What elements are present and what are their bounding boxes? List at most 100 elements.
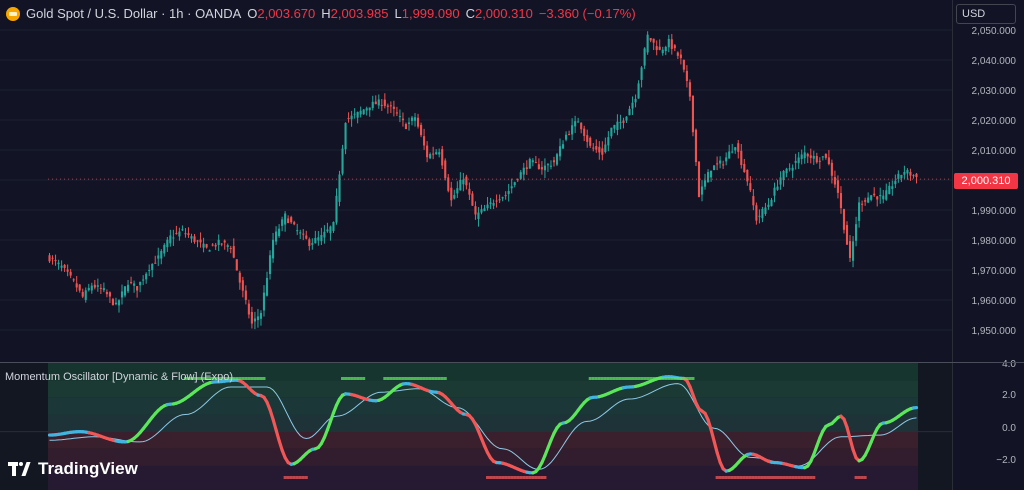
flow-bar-top — [199, 377, 203, 380]
candle — [586, 129, 589, 148]
candle — [897, 170, 900, 183]
candle — [697, 161, 701, 198]
candle — [166, 236, 169, 252]
price-tick: 1,970.000 — [971, 266, 1017, 277]
price-tick: 1,960.000 — [971, 296, 1017, 307]
flow-bar-bottom — [860, 476, 864, 479]
candle — [531, 158, 534, 167]
candle — [380, 99, 383, 111]
candle — [879, 187, 882, 204]
flow-bar-top — [247, 377, 251, 380]
candle — [90, 282, 93, 294]
flow-bar-top — [410, 377, 414, 380]
tradingview-logo[interactable]: TradingView — [8, 459, 138, 479]
flow-bar-bottom — [537, 476, 541, 479]
candle — [190, 233, 193, 243]
candle — [302, 229, 305, 241]
candle — [758, 209, 761, 224]
flow-bar-top — [667, 377, 671, 380]
candle — [441, 145, 444, 170]
pane-divider[interactable] — [0, 362, 1024, 363]
flow-bar-top — [347, 377, 351, 380]
candle — [646, 31, 649, 55]
ohlc-values: O2,003.670 H2,003.985 L1,999.090 C2,000.… — [247, 6, 635, 21]
candle — [513, 181, 516, 188]
candle — [616, 114, 619, 136]
flow-bar-bottom — [785, 476, 789, 479]
candle — [308, 237, 311, 251]
flow-bar-top — [389, 377, 393, 380]
flow-bar-top — [634, 377, 638, 380]
candle — [728, 144, 731, 159]
candle — [610, 127, 613, 139]
currency-selector[interactable]: USD — [956, 4, 1016, 24]
flow-bar-top — [341, 377, 345, 380]
candle — [534, 155, 537, 164]
candle — [492, 199, 495, 210]
flow-bar-bottom — [754, 476, 758, 479]
flow-bar-bottom — [760, 476, 764, 479]
candle — [480, 204, 483, 215]
flow-bar-top — [600, 377, 604, 380]
candle — [250, 306, 253, 329]
candle — [667, 34, 670, 53]
candle — [519, 170, 522, 180]
price-axis[interactable]: 2,050.000 2,040.000 2,030.000 2,020.000 … — [952, 0, 1024, 490]
candle — [767, 198, 770, 210]
candle — [410, 115, 414, 126]
candle — [172, 229, 175, 246]
oscillator-title[interactable]: Momentum Oscillator [Dynamic & Flow] (Ex… — [5, 371, 233, 383]
candle — [664, 45, 667, 56]
flow-bar-bottom — [298, 476, 302, 479]
candle — [574, 115, 577, 133]
candle — [507, 183, 510, 202]
flow-bar-top — [652, 377, 656, 380]
ohlc-high-label: H — [321, 6, 331, 21]
flow-bar-top — [685, 377, 689, 380]
flow-bar-top — [597, 377, 601, 380]
flow-bar-top — [359, 377, 363, 380]
candle — [836, 175, 840, 199]
candle — [220, 243, 223, 247]
flow-bar-top — [189, 377, 193, 380]
flow-bar-top — [344, 377, 348, 380]
symbol-title[interactable]: Gold Spot / U.S. Dollar · 1h · OANDA — [26, 6, 242, 21]
candle — [163, 243, 166, 257]
candle — [223, 239, 226, 250]
oscillator-pane[interactable]: Momentum Oscillator [Dynamic & Flow] (Ex… — [0, 363, 952, 490]
candle — [175, 225, 178, 235]
candle — [341, 144, 344, 176]
candle — [392, 100, 395, 117]
candle — [184, 228, 187, 238]
flow-bar-bottom — [854, 476, 858, 479]
oscillator-chart[interactable] — [0, 363, 952, 490]
candle — [444, 158, 447, 181]
candle — [891, 180, 894, 196]
price-chart-pane[interactable]: Gold Spot / U.S. Dollar · 1h · OANDA O2,… — [0, 0, 952, 362]
flow-bar-top — [443, 377, 447, 380]
flow-bar-top — [419, 377, 423, 380]
flow-bar-bottom — [791, 476, 795, 479]
candle — [66, 264, 69, 277]
candle — [694, 128, 698, 166]
flow-bar-top — [205, 377, 209, 380]
price-change: −3.360 (−0.17%) — [538, 6, 636, 21]
candle — [395, 106, 398, 117]
candle — [655, 40, 658, 56]
candle — [894, 174, 897, 189]
candle — [761, 206, 764, 223]
flow-bar-top — [649, 377, 653, 380]
candle — [495, 194, 498, 208]
candle — [284, 211, 287, 232]
flow-bar-bottom — [522, 476, 526, 479]
flow-bar-top — [250, 377, 254, 380]
candle — [912, 174, 915, 179]
candlestick-chart[interactable] — [0, 0, 952, 362]
candle — [613, 124, 616, 133]
ohlc-low-label: L — [394, 6, 402, 21]
candle — [504, 191, 507, 200]
flow-bar-top — [407, 377, 411, 380]
flow-bar-bottom — [304, 476, 308, 479]
candle — [151, 263, 154, 278]
candle — [764, 202, 767, 216]
